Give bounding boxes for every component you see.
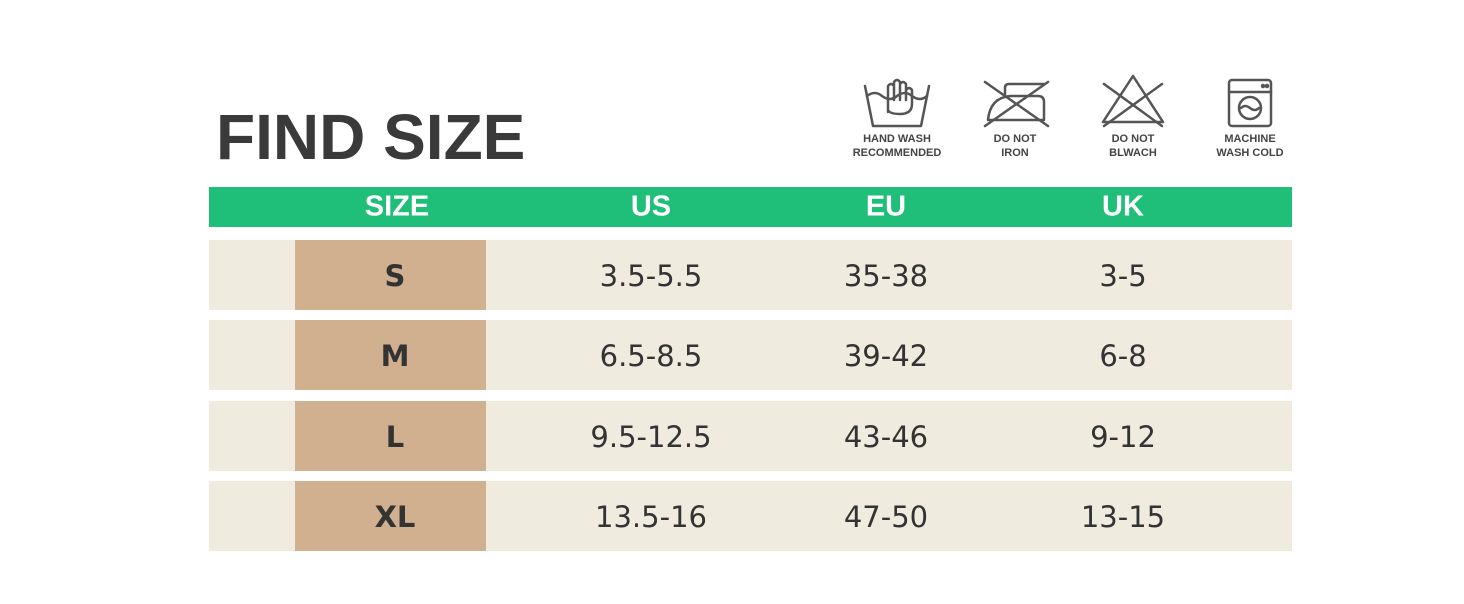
care-label: MACHINE [1224, 133, 1275, 145]
care-label: WASH COLD [1216, 147, 1283, 159]
header-bar [209, 187, 1292, 227]
column-header: US [631, 191, 671, 223]
size-value: 47-50 [844, 500, 928, 534]
size-value: 9-12 [1090, 420, 1156, 454]
size-label: XL [375, 500, 416, 534]
size-value: 3-5 [1099, 259, 1146, 293]
size-label: M [381, 339, 410, 373]
column-header: SIZE [365, 191, 429, 223]
size-value: 13-15 [1081, 500, 1165, 534]
care-label: IRON [1001, 147, 1029, 159]
size-cell [295, 320, 486, 390]
icon-machine-wash [1227, 78, 1273, 128]
column-header: EU [866, 191, 906, 223]
title: FIND SIZE [216, 101, 525, 173]
column-header: UK [1102, 191, 1144, 223]
size-cell [295, 240, 486, 310]
size-label: S [385, 259, 406, 293]
size-value: 6-8 [1099, 339, 1146, 373]
size-cell [295, 401, 486, 471]
care-label: DO NOT [1112, 133, 1155, 145]
size-cell [295, 481, 486, 551]
size-value: 6.5-8.5 [600, 339, 703, 373]
size-value: 43-46 [844, 420, 928, 454]
size-value: 3.5-5.5 [600, 259, 703, 293]
size-label: L [386, 420, 404, 454]
size-value: 39-42 [844, 339, 928, 373]
icon-no-bleach [1101, 74, 1165, 128]
care-label: DO NOT [994, 133, 1037, 145]
icon-no-iron [983, 80, 1050, 128]
care-label: HAND WASH [863, 133, 931, 145]
size-value: 9.5-12.5 [590, 420, 711, 454]
care-label: RECOMMENDED [853, 147, 942, 159]
size-value: 35-38 [844, 259, 928, 293]
icon-hand-wash [863, 78, 931, 128]
size-value: 13.5-16 [595, 500, 707, 534]
care-label: BLWACH [1109, 147, 1157, 159]
